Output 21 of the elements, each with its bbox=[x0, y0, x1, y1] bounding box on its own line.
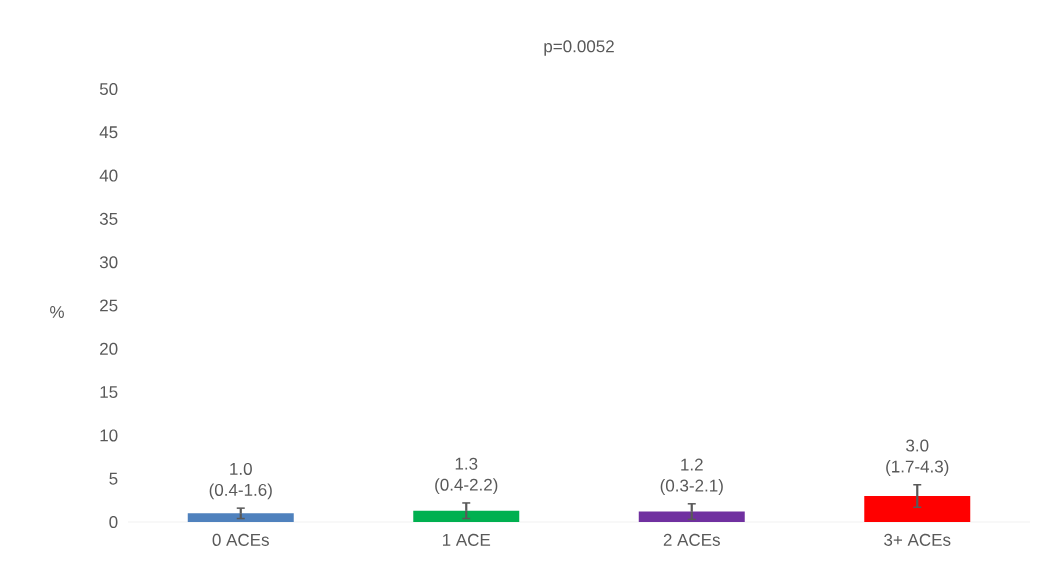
y-tick-label: 45 bbox=[99, 126, 118, 139]
y-tick-label: 40 bbox=[99, 169, 118, 182]
y-axis-title: % bbox=[50, 306, 64, 318]
chart-title: p=0.0052 bbox=[544, 40, 614, 56]
data-label: 1.0 (0.4-1.6) bbox=[209, 462, 272, 500]
y-tick-label: 15 bbox=[100, 386, 118, 399]
x-tick-label: 2 ACEs bbox=[663, 533, 720, 546]
y-tick-label: 5 bbox=[109, 472, 118, 485]
y-tick-label: 50 bbox=[99, 82, 118, 96]
y-tick-label: 25 bbox=[100, 299, 118, 312]
y-tick-label: 10 bbox=[100, 429, 118, 442]
y-tick-label: 0 bbox=[109, 515, 118, 529]
data-label: 1.3 (0.4-2.2) bbox=[435, 457, 498, 495]
x-tick-label: 3+ ACEs bbox=[884, 533, 951, 546]
x-tick-label: 1 ACE bbox=[442, 533, 491, 546]
y-tick-label: 35 bbox=[99, 212, 118, 225]
y-tick-label: 30 bbox=[99, 256, 118, 269]
x-tick-label: 0 ACEs bbox=[212, 533, 269, 546]
data-label: 1.2 (0.3-2.1) bbox=[660, 458, 723, 495]
data-label: 3.0 (1.7-4.3) bbox=[886, 439, 949, 476]
y-tick-label: 20 bbox=[100, 342, 118, 355]
